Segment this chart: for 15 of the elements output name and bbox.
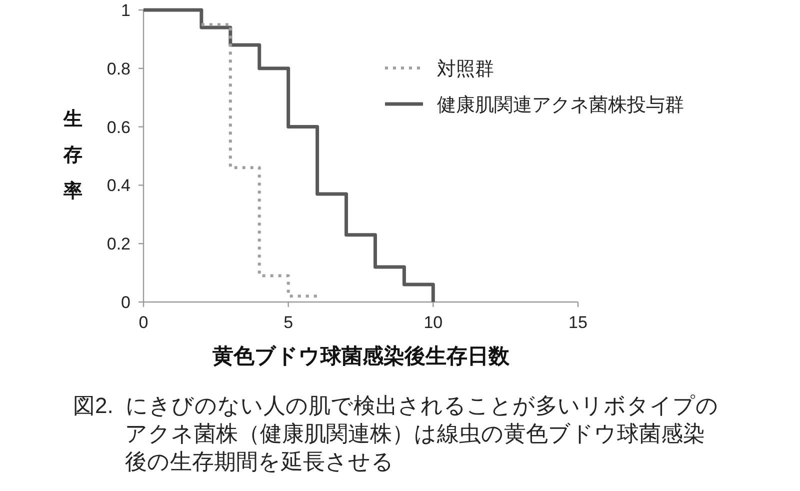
x-tick-label: 0 — [138, 313, 148, 332]
legend-label: 対照群 — [437, 58, 494, 80]
legend-label: 健康肌関連アクネ菌株投与群 — [437, 94, 684, 116]
y-tick-label: 0.2 — [106, 234, 130, 254]
y-tick-label: 1 — [121, 1, 130, 20]
caption: 図2. にきびのない人の肌で検出されることが多いリボタイプのアクネ菌株（健康肌関連株）は線虫の黄色ブドウ球菌感染後の生存期間を延長させる — [73, 392, 720, 476]
y-axis-title: 生存率 — [62, 108, 82, 202]
x-tick-label: 5 — [284, 313, 294, 332]
y-tick-label: 0 — [121, 293, 130, 312]
x-axis-title: 黄色ブドウ球菌感染後生存日数 — [211, 344, 510, 368]
y-tick-label: 0.6 — [106, 118, 130, 137]
x-tick-label: 10 — [424, 313, 443, 332]
x-tick-label: 15 — [568, 313, 588, 332]
y-tick-label: 0.8 — [106, 59, 130, 78]
y-tick-label: 0.4 — [106, 176, 130, 196]
